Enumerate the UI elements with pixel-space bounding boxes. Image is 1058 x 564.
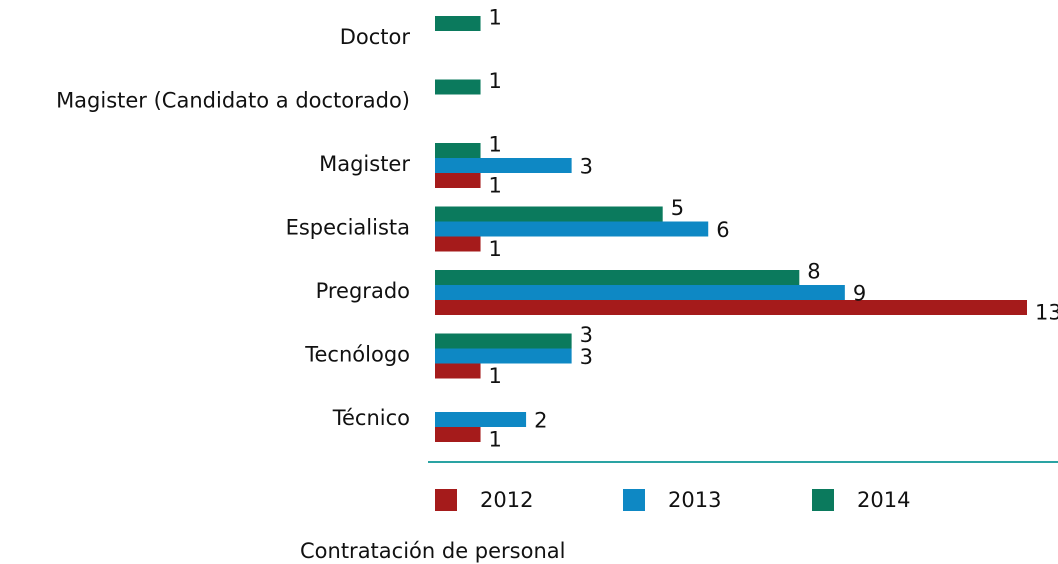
category-label: Pregrado	[316, 279, 410, 303]
bar	[435, 143, 481, 158]
category-label: Magister (Candidato a doctorado)	[56, 89, 410, 113]
value-label: 3	[580, 323, 593, 347]
bar	[435, 333, 572, 349]
bar	[435, 363, 481, 379]
bar	[435, 285, 845, 300]
category-label: Especialista	[286, 216, 410, 240]
value-label: 3	[580, 345, 593, 369]
legend-label: 2014	[857, 488, 910, 512]
bar	[435, 158, 572, 173]
legend-swatch	[623, 489, 645, 511]
bar	[435, 79, 481, 95]
value-label: 1	[489, 428, 502, 452]
value-label: 3	[580, 155, 593, 179]
category-label: Tecnólogo	[304, 343, 410, 367]
value-label: 1	[489, 174, 502, 198]
category-label: Doctor	[340, 25, 411, 49]
bar	[435, 221, 709, 237]
value-label: 13	[1035, 301, 1058, 325]
bar	[435, 270, 800, 285]
value-label: 6	[716, 218, 729, 242]
bar	[435, 412, 527, 427]
value-label: 9	[853, 282, 866, 306]
category-label: Técnico	[332, 406, 410, 430]
bar	[435, 206, 663, 222]
value-label: 5	[671, 196, 684, 220]
value-label: 1	[489, 6, 502, 30]
value-label: 2	[534, 409, 547, 433]
value-label: 1	[489, 237, 502, 261]
chart-title: Contratación de personal	[300, 539, 565, 563]
legend-swatch	[435, 489, 457, 511]
value-label: 1	[489, 364, 502, 388]
bar	[435, 427, 481, 442]
legend-swatch	[812, 489, 834, 511]
value-label: 1	[489, 69, 502, 93]
legend-label: 2012	[480, 488, 533, 512]
legend-label: 2013	[668, 488, 721, 512]
value-label: 8	[807, 260, 820, 284]
category-label: Magister	[319, 152, 410, 176]
bar	[435, 236, 481, 252]
bar	[435, 16, 481, 31]
bar	[435, 173, 481, 188]
value-label: 1	[489, 133, 502, 157]
bar	[435, 300, 1027, 315]
bar	[435, 348, 572, 364]
